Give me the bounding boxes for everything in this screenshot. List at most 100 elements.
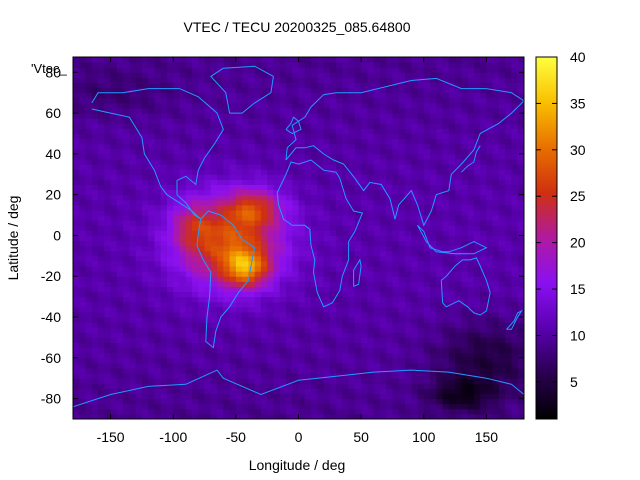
heatmap-cell — [148, 317, 155, 323]
heatmap-cell — [505, 107, 512, 114]
heatmap-cell — [498, 220, 506, 226]
heatmap-cell — [486, 184, 494, 191]
heatmap-cell — [217, 225, 224, 231]
heatmap-cell — [411, 276, 419, 282]
heatmap-cell — [511, 296, 519, 303]
heatmap-cell — [348, 158, 356, 165]
heatmap-cell — [260, 77, 268, 83]
heatmap-cell — [217, 92, 224, 99]
heatmap-cell — [73, 153, 80, 160]
heatmap-cell — [217, 403, 224, 410]
heatmap-cell — [480, 352, 487, 359]
heatmap-cell — [210, 215, 218, 221]
heatmap-cell — [386, 352, 393, 359]
heatmap-cell — [229, 322, 237, 328]
heatmap-cell — [373, 179, 381, 185]
heatmap-cell — [311, 220, 318, 226]
heatmap-cell — [79, 342, 87, 349]
heatmap-cell — [455, 266, 462, 272]
heatmap-cell — [467, 352, 475, 359]
heatmap-cell — [398, 383, 406, 389]
heatmap-cell — [73, 357, 80, 364]
heatmap-cell — [386, 199, 393, 206]
heatmap-cell — [166, 408, 174, 415]
heatmap-cell — [204, 408, 212, 415]
heatmap-cell — [461, 362, 469, 369]
heatmap-cell — [448, 357, 456, 364]
heatmap-cell — [160, 77, 168, 83]
heatmap-cell — [160, 311, 168, 318]
heatmap-cell — [317, 209, 325, 216]
heatmap-cell — [198, 235, 206, 242]
heatmap-cell — [448, 107, 456, 114]
heatmap-cell — [336, 97, 343, 104]
heatmap-cell — [398, 204, 406, 211]
heatmap-cell — [73, 67, 80, 73]
heatmap-cell — [430, 271, 437, 277]
heatmap-cell — [292, 77, 299, 83]
heatmap-cell — [398, 240, 406, 247]
heatmap-cell — [348, 220, 356, 226]
heatmap-cell — [116, 362, 124, 369]
heatmap-cell — [141, 199, 149, 206]
heatmap-cell — [85, 179, 93, 185]
heatmap-cell — [123, 250, 130, 257]
heatmap-cell — [329, 388, 337, 395]
heatmap-cell — [98, 255, 105, 262]
heatmap-cell — [304, 403, 312, 410]
heatmap-cell — [354, 301, 362, 308]
heatmap-cell — [411, 199, 419, 206]
heatmap-cell — [455, 311, 462, 318]
heatmap-cell — [361, 286, 368, 293]
heatmap-cell — [430, 383, 437, 389]
heatmap-cell — [492, 260, 500, 267]
heatmap-cell — [392, 383, 400, 389]
heatmap-cell — [217, 123, 224, 129]
heatmap-cell — [417, 174, 425, 180]
heatmap-cell — [498, 77, 506, 83]
heatmap-cell — [455, 169, 462, 175]
heatmap-cell — [417, 133, 425, 140]
heatmap-cell — [173, 286, 180, 293]
heatmap-cell — [229, 209, 237, 216]
heatmap-cell — [110, 102, 118, 109]
heatmap-cell — [442, 347, 450, 354]
heatmap-cell — [348, 118, 356, 124]
heatmap-cell — [342, 209, 350, 216]
heatmap-cell — [273, 383, 281, 389]
heatmap-cell — [85, 87, 93, 94]
heatmap-cell — [361, 245, 368, 252]
heatmap-cell — [204, 250, 212, 257]
heatmap-cell — [473, 378, 481, 384]
heatmap-cell — [480, 107, 487, 114]
heatmap-cell — [141, 118, 149, 124]
heatmap-cell — [298, 362, 306, 369]
heatmap-cell — [285, 184, 293, 191]
heatmap-cell — [160, 327, 168, 333]
heatmap-cell — [323, 327, 331, 333]
heatmap-cell — [304, 72, 312, 78]
heatmap-cell — [467, 184, 475, 191]
heatmap-cell — [235, 286, 243, 293]
heatmap-cell — [455, 413, 462, 420]
heatmap-cell — [423, 362, 431, 369]
heatmap-cell — [404, 143, 412, 150]
heatmap-cell — [411, 378, 419, 384]
heatmap-cell — [354, 357, 362, 364]
heatmap-cell — [392, 408, 400, 415]
heatmap-cell — [198, 276, 206, 282]
heatmap-cell — [179, 362, 187, 369]
heatmap-cell — [148, 199, 155, 206]
heatmap-cell — [505, 393, 512, 400]
heatmap-cell — [379, 215, 387, 221]
heatmap-cell — [229, 128, 237, 134]
heatmap-cell — [254, 347, 262, 354]
heatmap-cell — [198, 362, 206, 369]
heatmap-cell — [473, 189, 481, 196]
heatmap-cell — [116, 408, 124, 415]
heatmap-cell — [455, 403, 462, 410]
heatmap-cell — [279, 347, 287, 354]
heatmap-cell — [361, 291, 368, 298]
heatmap-cell — [198, 118, 206, 124]
heatmap-cell — [329, 311, 337, 318]
